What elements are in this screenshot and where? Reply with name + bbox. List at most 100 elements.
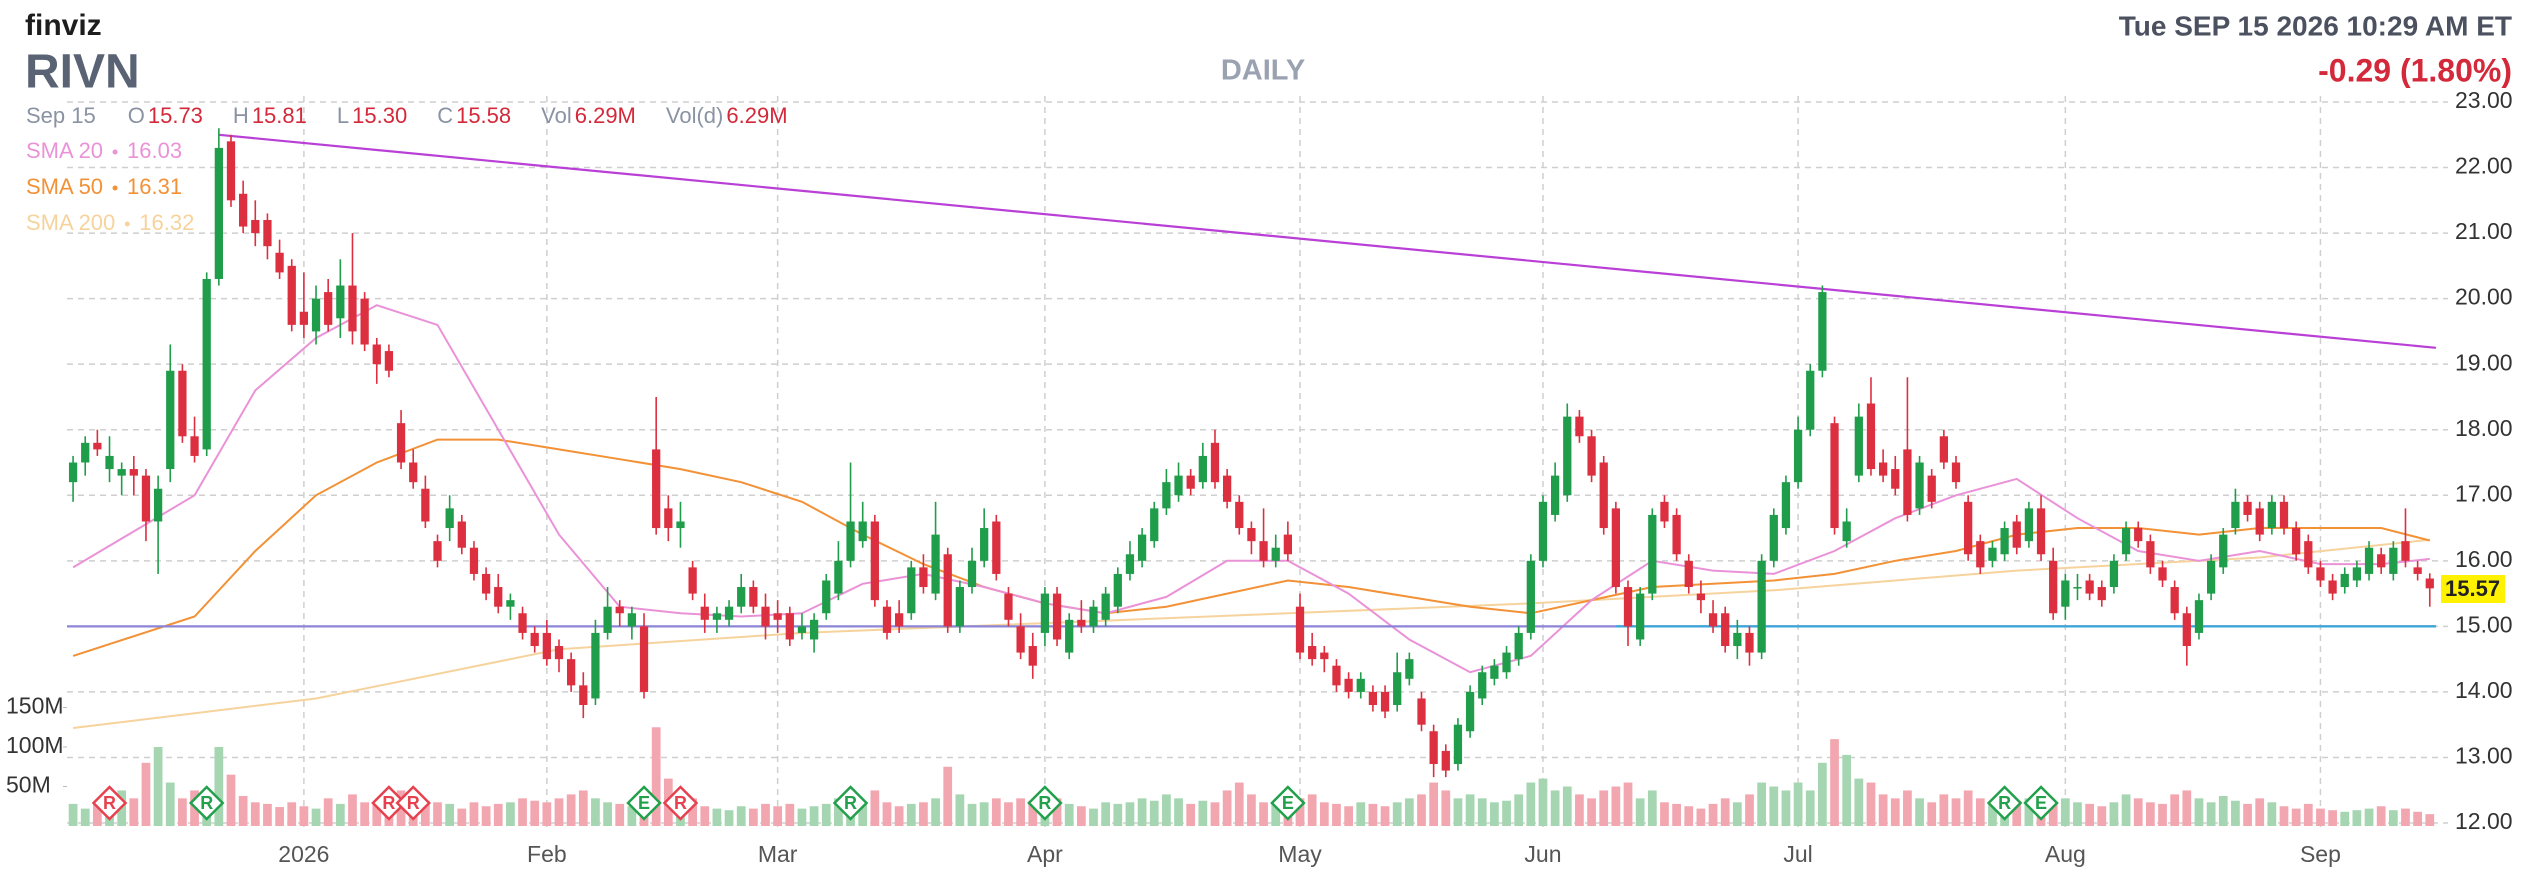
volume-bar bbox=[2121, 794, 2131, 826]
candle-body bbox=[1721, 613, 1730, 647]
volume-bar bbox=[1781, 790, 1791, 826]
volume-bar bbox=[1271, 803, 1281, 826]
volume-bar bbox=[1708, 803, 1718, 826]
volume-bar bbox=[1101, 802, 1111, 826]
candle-body bbox=[834, 560, 843, 594]
candle-body bbox=[1295, 606, 1305, 653]
candle-body bbox=[1550, 475, 1560, 515]
candle-body bbox=[1162, 482, 1171, 509]
volume-bar bbox=[335, 803, 345, 826]
volume-bar bbox=[2133, 798, 2143, 826]
overlay-layer bbox=[67, 133, 2437, 729]
volume-bar bbox=[870, 790, 880, 826]
candle-body bbox=[2255, 508, 2264, 535]
candle-body bbox=[1745, 632, 1754, 653]
candle-body bbox=[214, 147, 223, 279]
volume-bar bbox=[1890, 798, 1900, 826]
volume-bar bbox=[80, 808, 90, 826]
candle-body bbox=[846, 521, 855, 561]
candle-body bbox=[907, 567, 916, 614]
last-price-tag bbox=[2441, 575, 2505, 604]
volume-bar bbox=[153, 747, 163, 826]
candle-body bbox=[396, 423, 406, 463]
candle-body bbox=[992, 521, 1001, 574]
candle-body bbox=[615, 606, 624, 614]
candle-body bbox=[2097, 587, 2106, 601]
candle-body bbox=[239, 193, 248, 227]
candle-body bbox=[2401, 541, 2410, 561]
candle-body bbox=[2121, 528, 2131, 555]
volume-bar bbox=[287, 802, 297, 826]
volume-bar bbox=[1830, 739, 1839, 826]
candle-body bbox=[494, 587, 503, 607]
y-tick-label: 21.00 bbox=[2455, 218, 2513, 244]
quote-value: 15.58 bbox=[456, 103, 511, 128]
volume-bar bbox=[724, 810, 734, 826]
volume-bar bbox=[1647, 790, 1657, 826]
candle-body bbox=[348, 285, 357, 332]
volume-bar bbox=[736, 806, 746, 826]
candle-body bbox=[506, 600, 515, 607]
volume-bar bbox=[1295, 798, 1305, 826]
candle-body bbox=[1052, 593, 1062, 640]
volume-bar bbox=[1162, 794, 1171, 826]
candle-body bbox=[967, 560, 977, 588]
candle-body bbox=[433, 541, 442, 561]
volume-bar bbox=[2340, 811, 2350, 826]
candle-body bbox=[81, 442, 90, 463]
quote-label: O bbox=[128, 103, 145, 128]
volume-bar bbox=[1137, 798, 1147, 826]
volume-bar bbox=[615, 803, 625, 826]
volume-bar bbox=[1587, 798, 1596, 826]
volume-bar bbox=[1903, 790, 1912, 826]
candle-body bbox=[481, 573, 491, 594]
volume-bar bbox=[2303, 803, 2313, 826]
event-label: R bbox=[674, 793, 687, 813]
candle-body bbox=[445, 508, 454, 529]
legend-dot bbox=[124, 221, 130, 227]
candle-body bbox=[275, 252, 284, 273]
volume-bar bbox=[1307, 794, 1317, 826]
y-tick-label: 17.00 bbox=[2455, 480, 2513, 506]
candle-body bbox=[1453, 724, 1463, 765]
volume-bar bbox=[712, 808, 722, 826]
candle-body bbox=[2073, 587, 2082, 589]
volume-bar bbox=[1453, 798, 1463, 826]
candle-body bbox=[2146, 541, 2155, 568]
volume-bar bbox=[2194, 798, 2204, 826]
candle-body bbox=[1186, 475, 1195, 489]
candle-body bbox=[2000, 528, 2009, 555]
candle-body bbox=[299, 311, 309, 325]
volume-bar bbox=[2231, 800, 2240, 826]
volume-bar bbox=[2364, 808, 2374, 826]
volume-bar bbox=[2291, 808, 2301, 826]
candle-body bbox=[652, 449, 661, 529]
volume-bar bbox=[542, 802, 552, 826]
volume-bar bbox=[1149, 800, 1159, 826]
volume-bar bbox=[1538, 778, 1548, 826]
candle-body bbox=[1939, 436, 1948, 463]
volume-bar bbox=[481, 806, 491, 826]
volume-bar bbox=[1805, 790, 1815, 826]
volume-bar bbox=[578, 790, 588, 826]
volume-bar bbox=[1076, 806, 1086, 826]
volume-bar bbox=[1247, 794, 1256, 826]
last-price-label: 15.57 bbox=[2445, 576, 2500, 601]
volume-bar bbox=[141, 762, 151, 826]
volume-bar bbox=[1441, 790, 1451, 826]
candle-body bbox=[457, 521, 466, 548]
event-marker bbox=[626, 785, 662, 821]
candle-body bbox=[785, 613, 794, 640]
candle-body bbox=[1672, 514, 1681, 555]
volume-bar bbox=[1732, 802, 1742, 826]
volume-bar bbox=[688, 798, 697, 826]
volume-bar bbox=[1004, 802, 1013, 826]
volume-bar bbox=[238, 795, 248, 826]
event-label: R bbox=[407, 793, 420, 813]
candle-layer bbox=[68, 128, 2434, 778]
candle-body bbox=[1502, 652, 1511, 673]
volume-bar bbox=[797, 808, 807, 826]
candle-body bbox=[1393, 672, 1402, 706]
volume-bar bbox=[603, 802, 612, 826]
candle-body bbox=[263, 219, 272, 247]
